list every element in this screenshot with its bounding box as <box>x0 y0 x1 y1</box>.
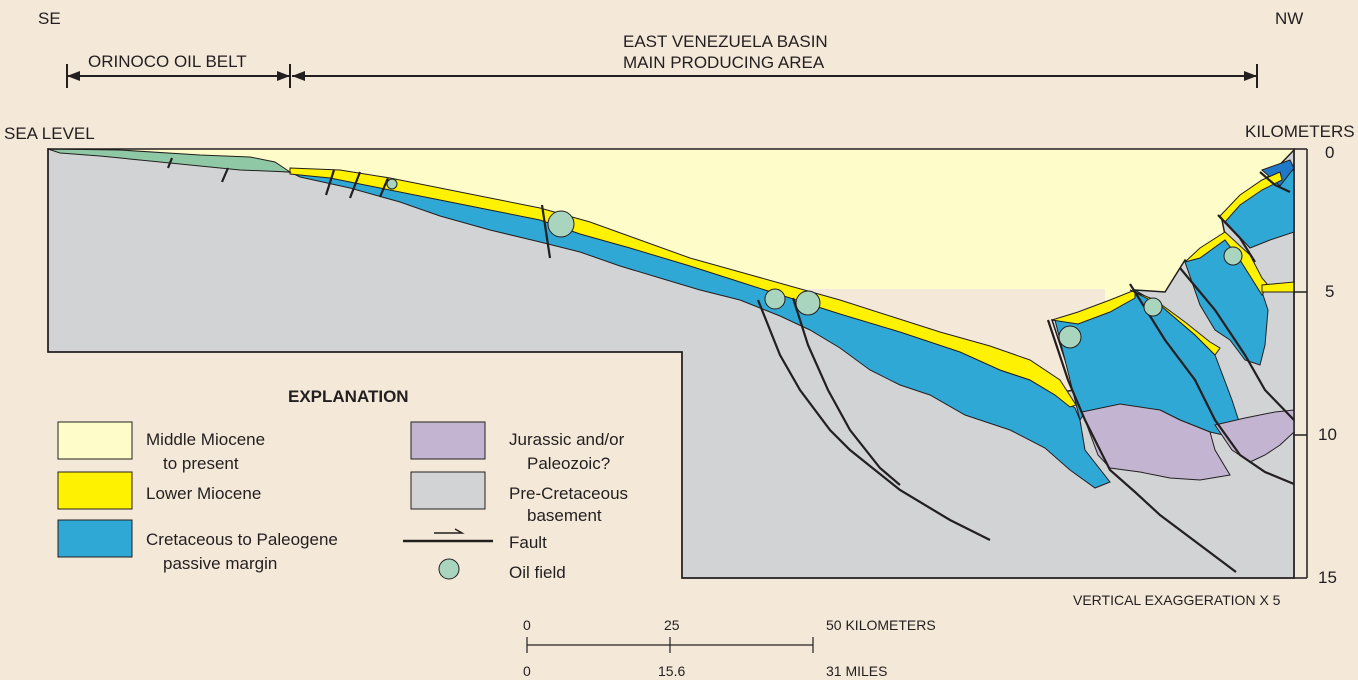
legend-fault-symbol <box>403 528 493 543</box>
scale-mi-15-6: 15.6 <box>658 663 685 679</box>
oil-field-marker <box>547 210 575 238</box>
legend-label-cretaceous-paleogene-2: passive margin <box>163 554 277 573</box>
legend-label-jurassic-paleozoic: Jurassic and/or <box>509 430 625 449</box>
basin-title-line2: MAIN PRODUCING AREA <box>623 53 825 72</box>
oil-field-marker <box>764 288 786 310</box>
oil-field-marker <box>1143 297 1163 317</box>
orinoco-extent-arrow <box>66 64 291 88</box>
depth-scale <box>1294 148 1308 579</box>
nw-label: NW <box>1275 9 1303 28</box>
scale-mi-31: 31 MILES <box>826 663 887 679</box>
vertical-exaggeration-label: VERTICAL EXAGGERATION X 5 <box>1073 592 1281 608</box>
basin-title-line1: EAST VENEZUELA BASIN <box>623 32 828 51</box>
legend-label-pre-cretaceous: Pre-Cretaceous <box>509 484 628 503</box>
legend-label-middle-miocene: Middle Miocene <box>146 430 265 449</box>
legend-swatch-cretaceous-paleogene <box>57 519 133 558</box>
legend-label-cretaceous-paleogene: Cretaceous to Paleogene <box>146 530 338 549</box>
legend-swatch-pre-cretaceous <box>410 471 486 510</box>
depth-tick-15: 15 <box>1318 568 1337 587</box>
legend: EXPLANATION Middle Miocene to present Lo… <box>57 387 628 582</box>
legend-label-jurassic-paleozoic-2: Paleozoic? <box>527 454 610 473</box>
legend-swatch-lower-miocene <box>57 471 133 510</box>
oil-field-marker <box>795 290 821 316</box>
cross-section <box>47 148 1295 579</box>
legend-label-fault: Fault <box>509 533 547 552</box>
sea-level-label: SEA LEVEL <box>4 124 95 143</box>
legend-title: EXPLANATION <box>288 387 409 406</box>
fault-lines <box>166 157 1295 573</box>
depth-tick-10: 10 <box>1318 425 1337 444</box>
lower-miocene-unit <box>289 167 1077 408</box>
legend-label-lower-miocene: Lower Miocene <box>146 484 261 503</box>
scale-mi-0: 0 <box>523 663 531 679</box>
oil-field-marker <box>1058 325 1082 349</box>
oil-field-marker <box>386 178 398 190</box>
legend-label-middle-miocene-2: to present <box>163 454 239 473</box>
depth-tick-0: 0 <box>1325 143 1334 162</box>
orinoco-label: ORINOCO OIL BELT <box>88 52 247 71</box>
kilometers-label: KILOMETERS <box>1245 122 1355 141</box>
scale-bar <box>526 637 814 653</box>
legend-oil-field-symbol <box>438 558 460 580</box>
orinoco-oil-belt-lens <box>47 148 292 173</box>
scale-km-25: 25 <box>664 617 680 633</box>
legend-swatch-jurassic-paleozoic <box>410 421 486 460</box>
depth-tick-5: 5 <box>1325 282 1334 301</box>
legend-swatch-middle-miocene <box>57 421 133 460</box>
oil-fields <box>386 178 1243 349</box>
se-label: SE <box>38 9 61 28</box>
scale-km-0: 0 <box>523 617 531 633</box>
legend-label-oil-field: Oil field <box>509 563 566 582</box>
scale-km-50: 50 KILOMETERS <box>826 617 936 633</box>
basin-extent-arrow <box>292 64 1258 88</box>
oil-field-marker <box>1223 246 1243 266</box>
legend-label-pre-cretaceous-2: basement <box>527 506 602 525</box>
